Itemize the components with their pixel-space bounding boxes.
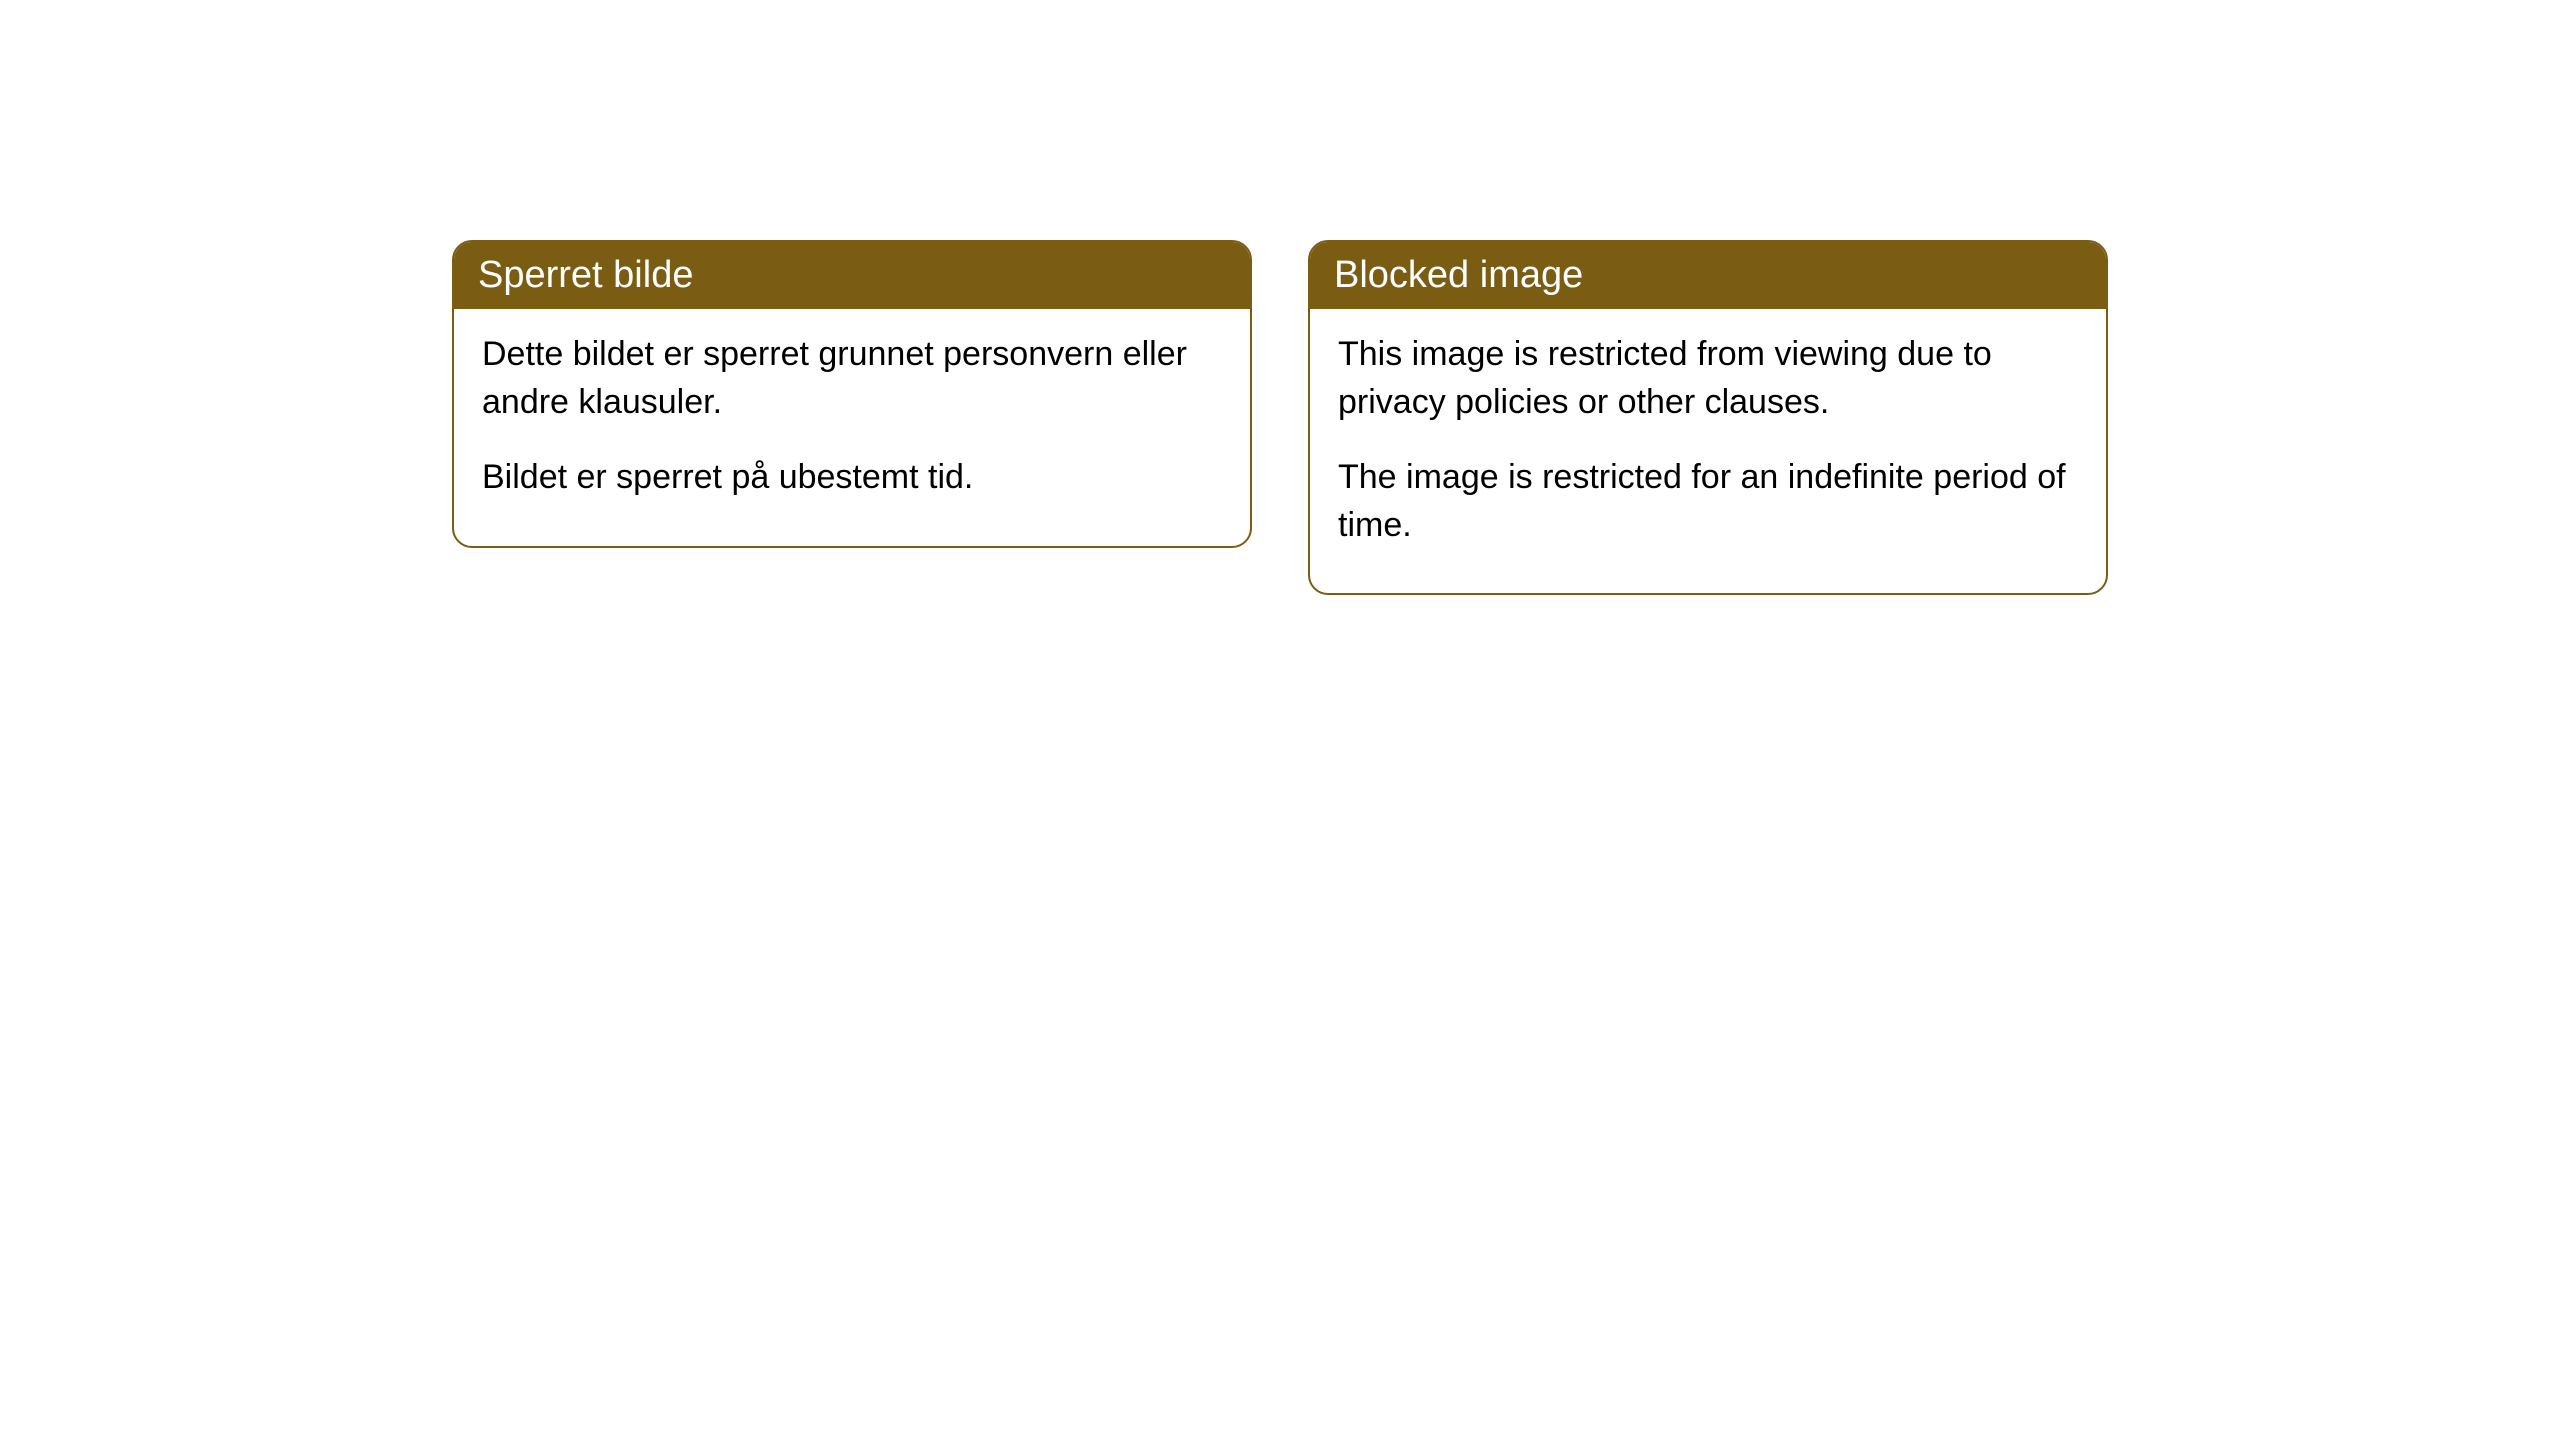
card-paragraph: This image is restricted from viewing du… bbox=[1338, 331, 2078, 426]
card-paragraph: Dette bildet er sperret grunnet personve… bbox=[482, 331, 1222, 426]
card-body: Dette bildet er sperret grunnet personve… bbox=[454, 309, 1250, 546]
card-body: This image is restricted from viewing du… bbox=[1310, 309, 2106, 593]
card-paragraph: Bildet er sperret på ubestemt tid. bbox=[482, 454, 1222, 502]
cards-container: Sperret bilde Dette bildet er sperret gr… bbox=[452, 240, 2108, 1440]
card-title: Sperret bilde bbox=[478, 254, 693, 296]
card-title: Blocked image bbox=[1334, 254, 1583, 296]
blocked-image-card-english: Blocked image This image is restricted f… bbox=[1308, 240, 2108, 595]
card-header: Blocked image bbox=[1310, 242, 2106, 309]
card-header: Sperret bilde bbox=[454, 242, 1250, 309]
blocked-image-card-norwegian: Sperret bilde Dette bildet er sperret gr… bbox=[452, 240, 1252, 548]
card-paragraph: The image is restricted for an indefinit… bbox=[1338, 454, 2078, 549]
